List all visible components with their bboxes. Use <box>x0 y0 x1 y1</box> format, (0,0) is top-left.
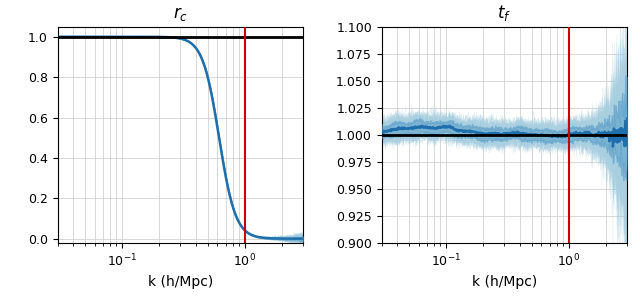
Title: $t_f$: $t_f$ <box>497 3 511 23</box>
Title: $r_c$: $r_c$ <box>173 5 188 23</box>
X-axis label: k (h/Mpc): k (h/Mpc) <box>472 275 537 289</box>
X-axis label: k (h/Mpc): k (h/Mpc) <box>148 275 213 289</box>
